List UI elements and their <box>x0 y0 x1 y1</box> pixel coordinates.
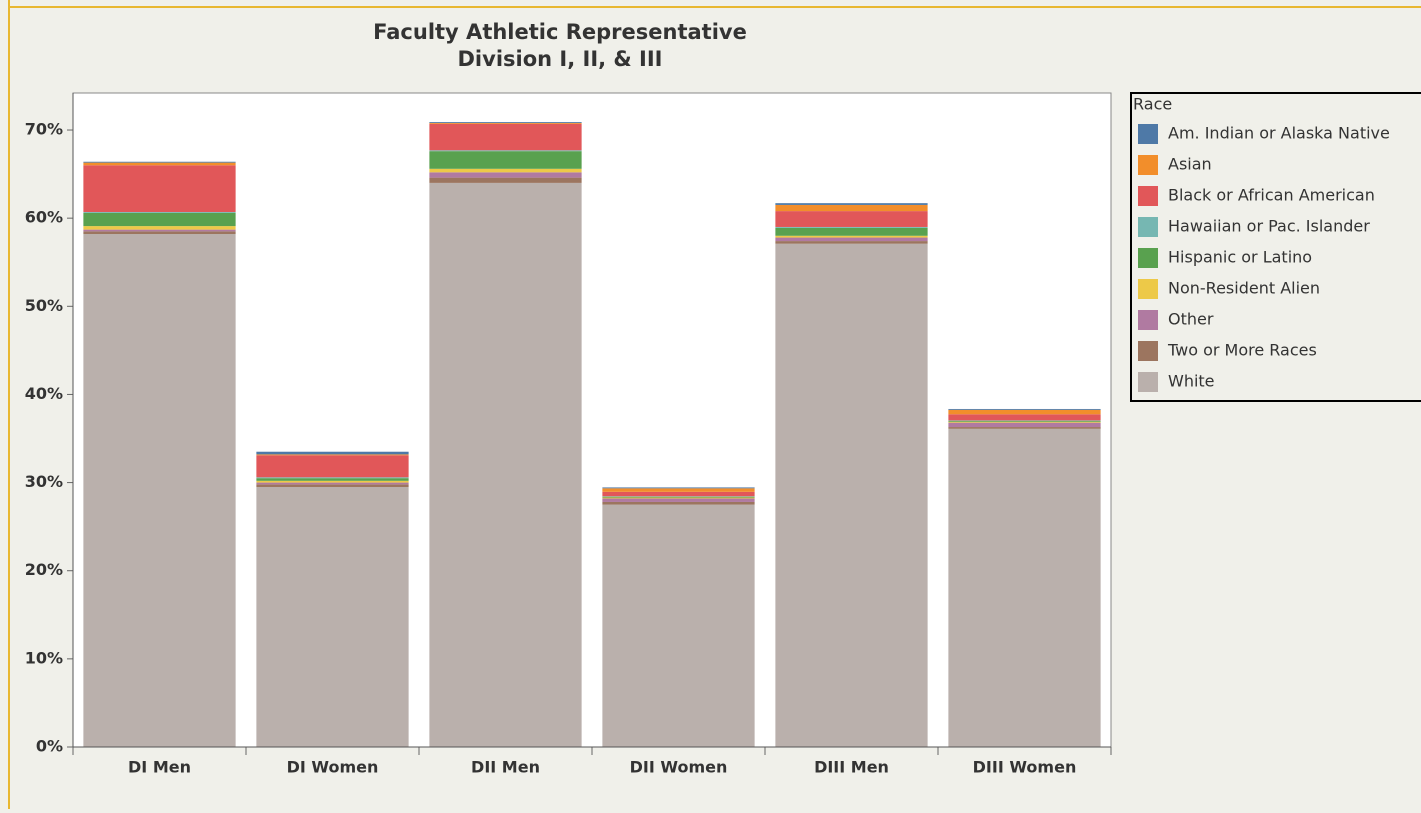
bar-segment <box>83 163 235 166</box>
bar-segment <box>775 238 927 242</box>
bar-segment <box>429 150 581 151</box>
bar-segment <box>948 421 1100 422</box>
bar-segment <box>429 183 581 747</box>
legend-swatch <box>1138 124 1158 144</box>
legend-swatch <box>1138 155 1158 175</box>
bar-segment <box>948 429 1100 747</box>
bar-segment <box>256 484 408 487</box>
legend-label: Hispanic or Latino <box>1168 248 1312 267</box>
y-tick-label: 20% <box>25 560 63 579</box>
bar-segment <box>429 151 581 169</box>
legend-swatch <box>1138 248 1158 268</box>
legend-title: Race <box>1133 95 1172 114</box>
x-tick-label: DII Women <box>630 758 728 777</box>
y-tick-label: 30% <box>25 472 63 491</box>
bar-segment <box>83 212 235 213</box>
x-tick-label: DI Men <box>128 758 191 777</box>
bar-segment <box>948 414 1100 420</box>
bar-segment <box>602 498 754 502</box>
bar-segment <box>83 226 235 230</box>
bar-segment <box>256 483 408 485</box>
y-tick-label: 50% <box>25 296 63 315</box>
legend-swatch <box>1138 217 1158 237</box>
bar-segment <box>256 481 408 483</box>
y-tick-label: 70% <box>25 120 63 139</box>
legend-swatch <box>1138 341 1158 361</box>
bar-segment <box>429 123 581 124</box>
bar-segment <box>602 497 754 498</box>
bar-segment <box>256 455 408 477</box>
bar-segment <box>602 487 754 488</box>
bar-segment <box>602 498 754 499</box>
bar-segment <box>256 477 408 478</box>
bar-segment <box>602 492 754 496</box>
bar-segment <box>256 478 408 481</box>
y-tick-label: 40% <box>25 384 63 403</box>
chart-title: Division I, II, & III <box>458 47 663 71</box>
bar-segment <box>256 452 408 455</box>
bar-segment <box>429 122 581 123</box>
bar-segment <box>429 124 581 150</box>
bar-segment <box>775 241 927 244</box>
legend-label: Asian <box>1168 155 1212 174</box>
bar-segment <box>775 227 927 228</box>
y-tick-label: 10% <box>25 648 63 667</box>
bar-segment <box>83 231 235 234</box>
bar-segment <box>775 203 927 205</box>
bar-segment <box>83 213 235 226</box>
bar-segment <box>775 205 927 211</box>
bar-segment <box>602 502 754 505</box>
legend-label: White <box>1168 372 1215 391</box>
bar-segment <box>429 178 581 183</box>
bar-segment <box>602 488 754 492</box>
y-tick-label: 0% <box>36 737 63 756</box>
bar-segment <box>602 505 754 747</box>
bar-segment <box>83 234 235 747</box>
bar-segment <box>83 230 235 232</box>
bar-segment <box>83 165 235 212</box>
legend-swatch <box>1138 186 1158 206</box>
bar-segment <box>775 244 927 747</box>
x-tick-label: DIII Men <box>814 758 889 777</box>
x-tick-label: DI Women <box>287 758 379 777</box>
bar-segment <box>775 228 927 236</box>
legend-label: Hawaiian or Pac. Islander <box>1168 217 1370 236</box>
bar-segment <box>948 427 1100 429</box>
chart-title: Faculty Athletic Representative <box>373 20 747 44</box>
bar-segment <box>256 487 408 747</box>
bar-segment <box>948 422 1100 423</box>
bar-segment <box>429 172 581 177</box>
bar-segment <box>948 423 1100 427</box>
legend-swatch <box>1138 279 1158 299</box>
legend-label: Other <box>1168 310 1214 329</box>
bar-segment <box>83 162 235 163</box>
x-tick-label: DIII Women <box>973 758 1077 777</box>
bar-segment <box>775 211 927 227</box>
legend-label: Am. Indian or Alaska Native <box>1168 124 1390 143</box>
legend-label: Two or More Races <box>1167 341 1317 360</box>
bar-segment <box>775 236 927 238</box>
legend-swatch <box>1138 372 1158 392</box>
bar-segment <box>948 409 1100 410</box>
legend-label: Black or African American <box>1168 186 1375 205</box>
legend-label: Non-Resident Alien <box>1168 279 1320 298</box>
bar-segment <box>256 454 408 455</box>
y-tick-label: 60% <box>25 208 63 227</box>
legend-swatch <box>1138 310 1158 330</box>
bar-segment <box>429 169 581 173</box>
bar-segment <box>948 410 1100 414</box>
x-tick-label: DII Men <box>471 758 540 777</box>
